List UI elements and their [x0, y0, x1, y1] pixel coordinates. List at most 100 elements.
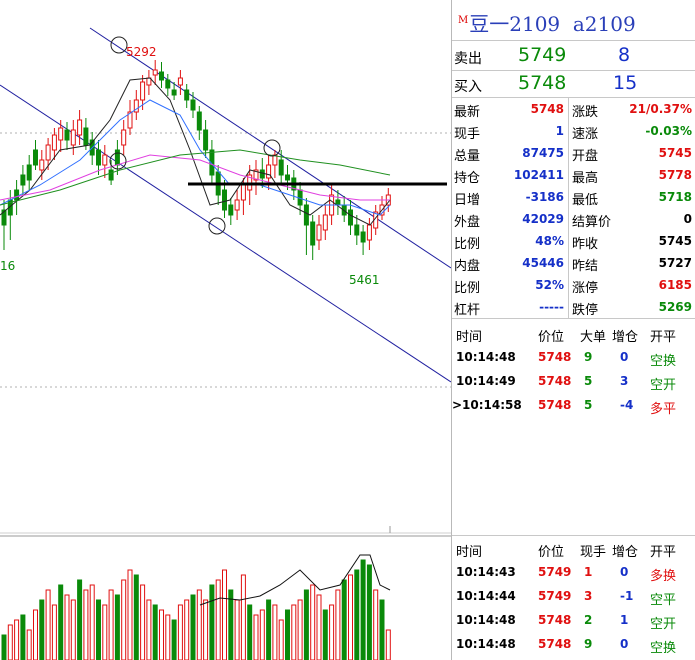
volume-bar [177, 604, 183, 660]
candle-body [278, 159, 284, 176]
volume-bar [96, 599, 101, 660]
chart-canvas[interactable]: 5292 5461 16 [0, 0, 451, 660]
stat-row: 比例 48% [452, 230, 568, 252]
stat-label: 开盘 [572, 149, 599, 164]
stat-value: 42029 [522, 212, 564, 226]
volume-bar [203, 599, 209, 660]
tick-time: >10:14:58 [452, 398, 522, 412]
volume-bar [190, 594, 196, 660]
volume-bar [127, 569, 133, 660]
stat-row: 外盘 42029 [452, 208, 568, 230]
bid-volume: 15 [613, 72, 638, 94]
contract-marker: M [458, 15, 469, 26]
volume-bar [89, 584, 95, 660]
candle-body [234, 199, 240, 211]
stat-value: 5778 [658, 168, 692, 182]
volume-bar [140, 584, 146, 660]
ma-line-10 [0, 99, 391, 216]
ask-volume: 8 [618, 44, 631, 66]
tick-row[interactable]: >10:14:58 5748 5 -4 多平 [452, 394, 695, 418]
marker-circle [263, 139, 281, 157]
volume-bar [297, 599, 303, 660]
tick-type: 空换 [650, 354, 677, 369]
stat-value: 6185 [658, 278, 692, 292]
contract-title: M豆一2109 a2109 [458, 8, 636, 37]
stat-value: 21/0.37% [629, 102, 692, 116]
candle-body [64, 129, 70, 141]
candle-body [96, 149, 101, 166]
candle-body [171, 89, 177, 96]
tick-header-cell: 开平 [650, 330, 677, 345]
bid-row[interactable]: 买入 5748 15 [452, 72, 695, 98]
tick-row[interactable]: 10:14:44 5749 3 -1 空平 [452, 585, 695, 609]
candle-body [316, 224, 322, 241]
stat-label: 内盘 [454, 259, 481, 274]
volume-bar [45, 589, 51, 660]
candle-body [26, 164, 32, 181]
tick-oi-change: 3 [620, 374, 629, 388]
tick-oi-change: 0 [620, 637, 629, 651]
stat-value: 0 [683, 212, 692, 226]
tick-row[interactable]: 10:14:48 5748 2 1 空开 [452, 609, 695, 633]
tick-header-cell: 时间 [456, 545, 483, 560]
candle-body [114, 149, 120, 166]
marker-circle [109, 152, 127, 170]
divider [452, 70, 695, 71]
tick-row[interactable]: 10:14:48 5748 9 0 空换 [452, 346, 695, 370]
volume-bar [7, 624, 13, 660]
volume-bar [121, 579, 127, 660]
tick-volume: 9 [584, 637, 593, 651]
stat-row: 最新 5748 [452, 98, 568, 120]
tick-time: 10:14:48 [456, 637, 516, 651]
candle-body [360, 231, 366, 243]
big-order-list[interactable]: 时间 价位 大单 增仓 开平 10:14:48 5748 9 0 空换 10:14:49 5748 5 3… [452, 320, 695, 520]
stat-label: 昨结 [572, 259, 599, 274]
stat-value: -3186 [525, 190, 564, 204]
candle-body [133, 99, 139, 113]
contract-code: a2109 [572, 12, 636, 36]
volume-bar [366, 564, 372, 660]
volume-bar [58, 584, 64, 660]
volume-bar [165, 614, 171, 660]
tick-volume: 5 [584, 398, 593, 412]
ask-row[interactable]: 卖出 5749 8 [452, 44, 695, 70]
stat-row: 最低 5718 [570, 186, 694, 208]
tick-row[interactable]: 10:14:43 5749 1 0 多换 [452, 561, 695, 585]
stat-value: 5727 [658, 256, 692, 270]
tick-price: 5748 [538, 637, 572, 651]
stat-value: 45446 [522, 256, 564, 270]
tick-price: 5748 [538, 398, 572, 412]
tick-row[interactable]: 10:14:49 5748 5 3 空开 [452, 370, 695, 394]
stat-row: 总量 87475 [452, 142, 568, 164]
tick-price: 5748 [538, 350, 572, 364]
stat-value: 5748 [530, 102, 564, 116]
candle-body [70, 129, 76, 146]
stat-label: 日增 [454, 193, 481, 208]
stat-value: 5718 [658, 190, 692, 204]
tick-time: 10:14:43 [456, 565, 516, 579]
volume-bar [278, 619, 284, 660]
marker-circle [110, 36, 128, 54]
volume-bars-group [1, 554, 391, 660]
tick-oi-change: 1 [620, 613, 629, 627]
candle-body [83, 127, 89, 146]
tick-type: 空开 [650, 378, 677, 393]
tick-header-cell: 时间 [456, 330, 483, 345]
tick-list[interactable]: 时间 价位 现手 增仓 开平 10:14:43 5749 1 0 多换 10:14:44 5749 3 -… [452, 535, 695, 660]
tick-price: 5749 [538, 589, 572, 603]
tick-header-cell: 增仓 [612, 545, 639, 560]
candle-body [310, 221, 316, 246]
kline-chart[interactable]: 5292 5461 16 [0, 0, 451, 660]
volume-bar [14, 619, 20, 660]
volume-bar [341, 579, 347, 660]
stat-row: 现手 1 [452, 120, 568, 142]
stats-divider [568, 98, 569, 318]
stat-value: 87475 [522, 146, 564, 160]
left-price-label: 16 [0, 259, 15, 273]
volume-bar [329, 604, 335, 660]
stat-label: 速涨 [572, 127, 599, 142]
tick-header-cell: 价位 [538, 330, 565, 345]
tick-volume: 3 [584, 589, 593, 603]
tick-row[interactable]: 10:14:48 5748 9 0 空换 [452, 633, 695, 657]
candle-body [285, 174, 290, 181]
